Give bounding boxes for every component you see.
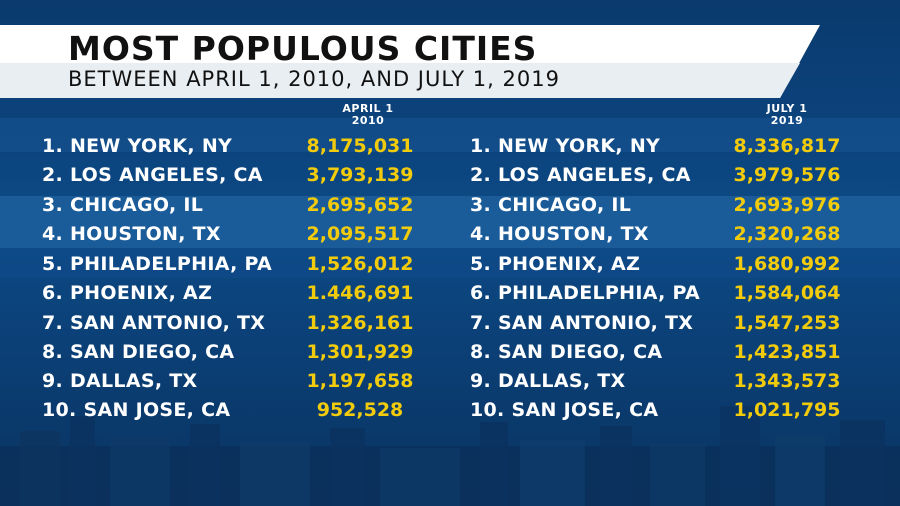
table-row: 3. CHICAGO, IL 2,695,652 xyxy=(42,194,442,220)
page-subtitle: BETWEEN APRIL 1, 2010, AND JULY 1, 2019 xyxy=(68,67,560,91)
city-name: 2. LOS ANGELES, CA xyxy=(42,164,263,186)
table-row: 9. DALLAS, TX 1,197,658 xyxy=(42,370,442,396)
table-row: 6. PHOENIX, AZ 1.446,691 xyxy=(42,282,442,308)
table-row: 8. SAN DIEGO, CA 1,301,929 xyxy=(42,341,442,367)
population-value: 2,695,652 xyxy=(306,194,414,216)
table-row: 1. NEW YORK, NY 8,336,817 xyxy=(470,135,880,161)
column-header-line1: JULY 1 xyxy=(766,102,808,115)
table-row: 6. PHILADELPHIA, PA 1,584,064 xyxy=(470,282,880,308)
city-name: 6. PHOENIX, AZ xyxy=(42,282,213,304)
column-header-line2: 2019 xyxy=(770,114,804,127)
table-row: 9. DALLAS, TX 1,343,573 xyxy=(470,370,880,396)
population-value: 1,680,992 xyxy=(733,253,841,275)
column-header-line1: APRIL 1 xyxy=(342,102,394,115)
page-title: MOST POPULOUS CITIES xyxy=(68,29,538,68)
city-name: 3. CHICAGO, IL xyxy=(42,194,204,216)
column-header-line2: 2010 xyxy=(351,114,385,127)
city-name: 9. DALLAS, TX xyxy=(470,370,626,392)
city-name: 7. SAN ANTONIO, TX xyxy=(470,312,694,334)
city-name: 1. NEW YORK, NY xyxy=(42,135,233,157)
city-name: 4. HOUSTON, TX xyxy=(42,223,221,245)
city-name: 4. HOUSTON, TX xyxy=(470,223,649,245)
table-row: 10. SAN JOSE, CA 1,021,795 xyxy=(470,399,880,425)
population-value: 2,320,268 xyxy=(733,223,841,245)
table-row: 3. CHICAGO, IL 2,693,976 xyxy=(470,194,880,220)
city-name: 10. SAN JOSE, CA xyxy=(470,399,659,421)
table-row: 5. PHILADELPHIA, PA 1,526,012 xyxy=(42,253,442,279)
table-row: 1. NEW YORK, NY 8,175,031 xyxy=(42,135,442,161)
table-row: 10. SAN JOSE, CA 952,528 xyxy=(42,399,442,425)
row-band xyxy=(0,118,900,152)
city-name: 7. SAN ANTONIO, TX xyxy=(42,312,266,334)
population-value: 8,175,031 xyxy=(306,135,414,157)
population-value: 8,336,817 xyxy=(733,135,841,157)
population-value: 1,584,064 xyxy=(733,282,841,304)
table-row: 2. LOS ANGELES, CA 3,979,576 xyxy=(470,164,880,190)
population-value: 2,095,517 xyxy=(306,223,414,245)
city-name: 9. DALLAS, TX xyxy=(42,370,198,392)
city-name: 2. LOS ANGELES, CA xyxy=(470,164,691,186)
city-name: 5. PHOENIX, AZ xyxy=(470,253,641,275)
city-name: 1. NEW YORK, NY xyxy=(470,135,661,157)
skyline-silhouette xyxy=(0,406,900,506)
population-value: 1,547,253 xyxy=(733,312,841,334)
population-value: 1,423,851 xyxy=(733,341,841,363)
population-value: 2,693,976 xyxy=(733,194,841,216)
city-name: 10. SAN JOSE, CA xyxy=(42,399,231,421)
table-row: 4. HOUSTON, TX 2,095,517 xyxy=(42,223,442,249)
population-value: 1,301,929 xyxy=(306,341,414,363)
population-value: 1,021,795 xyxy=(733,399,841,421)
population-value: 1,197,658 xyxy=(306,370,414,392)
city-name: 8. SAN DIEGO, CA xyxy=(42,341,235,363)
population-value: 3,793,139 xyxy=(306,164,414,186)
column-header-2010: APRIL 1 2010 xyxy=(318,103,418,127)
table-row: 8. SAN DIEGO, CA 1,423,851 xyxy=(470,341,880,367)
table-row: 7. SAN ANTONIO, TX 1,326,161 xyxy=(42,312,442,338)
population-value: 1.446,691 xyxy=(306,282,414,304)
title-card xyxy=(0,25,820,98)
city-name: 3. CHICAGO, IL xyxy=(470,194,632,216)
title-card-shape xyxy=(0,25,820,98)
table-row: 2. LOS ANGELES, CA 3,793,139 xyxy=(42,164,442,190)
city-name: 6. PHILADELPHIA, PA xyxy=(470,282,700,304)
row-band xyxy=(0,196,900,248)
city-name: 5. PHILADELPHIA, PA xyxy=(42,253,272,275)
table-row: 5. PHOENIX, AZ 1,680,992 xyxy=(470,253,880,279)
population-value: 1,526,012 xyxy=(306,253,414,275)
population-value: 1,343,573 xyxy=(733,370,841,392)
population-value: 1,326,161 xyxy=(306,312,414,334)
column-header-2019: JULY 1 2019 xyxy=(737,103,837,127)
population-value: 3,979,576 xyxy=(733,164,841,186)
table-row: 7. SAN ANTONIO, TX 1,547,253 xyxy=(470,312,880,338)
population-value: 952,528 xyxy=(316,399,404,421)
city-name: 8. SAN DIEGO, CA xyxy=(470,341,663,363)
table-row: 4. HOUSTON, TX 2,320,268 xyxy=(470,223,880,249)
row-band xyxy=(0,248,900,278)
